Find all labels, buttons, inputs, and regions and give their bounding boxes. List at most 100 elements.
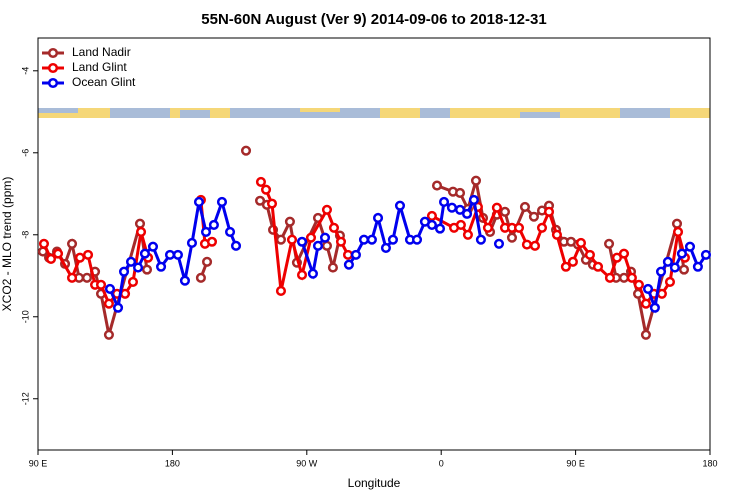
- data-point: [284, 216, 295, 227]
- x-axis-label: Longitude: [348, 476, 401, 490]
- data-point: [676, 248, 687, 259]
- data-point: [260, 184, 272, 195]
- data-point: [208, 219, 219, 230]
- data-point: [470, 175, 482, 186]
- data-point: [112, 302, 124, 313]
- data-point: [342, 249, 354, 260]
- data-point: [519, 201, 531, 212]
- data-point: [462, 229, 473, 240]
- x-tick-label: 180: [165, 458, 180, 468]
- data-point: [642, 283, 654, 294]
- data-point: [543, 206, 555, 217]
- y-axis-label: XCO2 - MLO trend (ppm): [0, 177, 14, 312]
- data-point: [134, 218, 146, 229]
- data-point: [186, 237, 198, 249]
- data-point: [461, 208, 473, 219]
- data-point: [592, 261, 604, 272]
- data-point: [103, 329, 114, 340]
- data-point: [604, 272, 615, 283]
- data-point: [135, 226, 147, 237]
- data-point: [335, 236, 347, 247]
- data-point: [195, 272, 206, 283]
- data-point: [618, 248, 630, 259]
- data-point: [493, 238, 505, 249]
- data-point: [201, 256, 213, 267]
- legend-label: Ocean Glint: [72, 75, 136, 89]
- data-point: [286, 234, 298, 245]
- legend-marker: [47, 47, 59, 59]
- x-tick-label: 180: [702, 458, 717, 468]
- data-point: [649, 302, 660, 313]
- data-point: [455, 219, 466, 230]
- legend-marker: [47, 62, 59, 74]
- data-point: [255, 195, 266, 206]
- data-point: [434, 223, 446, 234]
- map-strip: [38, 108, 710, 118]
- data-point: [224, 226, 236, 237]
- data-point: [179, 275, 190, 286]
- y-tick-label: -4: [20, 67, 30, 75]
- data-point: [312, 240, 324, 251]
- data-point: [536, 222, 548, 233]
- data-point: [529, 240, 541, 251]
- data-point: [431, 180, 443, 191]
- data-point: [118, 266, 130, 277]
- data-point: [305, 232, 317, 243]
- data-point: [275, 234, 287, 245]
- data-point: [350, 249, 361, 260]
- data-point: [366, 234, 377, 245]
- data-point: [45, 253, 57, 265]
- data-point: [296, 269, 308, 281]
- data-point: [52, 248, 64, 259]
- data-point: [411, 234, 423, 245]
- data-point: [438, 196, 450, 208]
- data-point: [307, 268, 318, 279]
- data-point: [240, 145, 252, 156]
- data-point: [506, 232, 518, 243]
- data-point: [604, 238, 615, 249]
- y-tick-label: -8: [20, 231, 30, 239]
- data-point: [475, 234, 486, 245]
- data-point: [394, 200, 406, 211]
- data-point: [678, 264, 690, 275]
- data-point: [156, 261, 167, 272]
- data-point: [216, 196, 228, 208]
- data-point: [172, 249, 183, 260]
- data-point: [266, 198, 278, 209]
- data-point: [521, 239, 532, 250]
- data-point: [82, 249, 94, 260]
- data-point: [74, 252, 86, 263]
- data-point: [454, 204, 466, 215]
- data-point: [104, 283, 116, 294]
- data-point: [141, 264, 153, 275]
- data-point: [575, 237, 587, 249]
- data-point: [551, 229, 562, 240]
- data-point: [513, 222, 525, 233]
- data-point: [127, 276, 139, 287]
- y-tick-label: -12: [20, 392, 30, 405]
- legend-marker: [47, 77, 59, 89]
- data-point: [640, 329, 651, 340]
- data-point: [103, 298, 114, 309]
- data-point: [482, 222, 493, 233]
- data-point: [164, 249, 176, 260]
- x-tick-label: 0: [439, 458, 444, 468]
- data-point: [426, 219, 437, 230]
- x-tick-label: 90 E: [29, 458, 48, 468]
- data-point: [664, 276, 676, 287]
- data-point: [684, 241, 696, 252]
- data-point: [66, 238, 78, 249]
- data-point: [193, 196, 205, 208]
- data-point: [133, 262, 144, 273]
- data-point: [147, 241, 159, 252]
- data-point: [81, 272, 93, 283]
- data-point: [275, 285, 287, 296]
- data-point: [125, 256, 137, 267]
- data-point: [380, 242, 391, 253]
- data-point: [611, 252, 623, 263]
- data-point: [662, 256, 673, 267]
- data-point: [95, 279, 107, 290]
- legend-label: Land Nadir: [72, 45, 131, 59]
- data-point: [38, 238, 50, 249]
- series-line: [646, 244, 708, 314]
